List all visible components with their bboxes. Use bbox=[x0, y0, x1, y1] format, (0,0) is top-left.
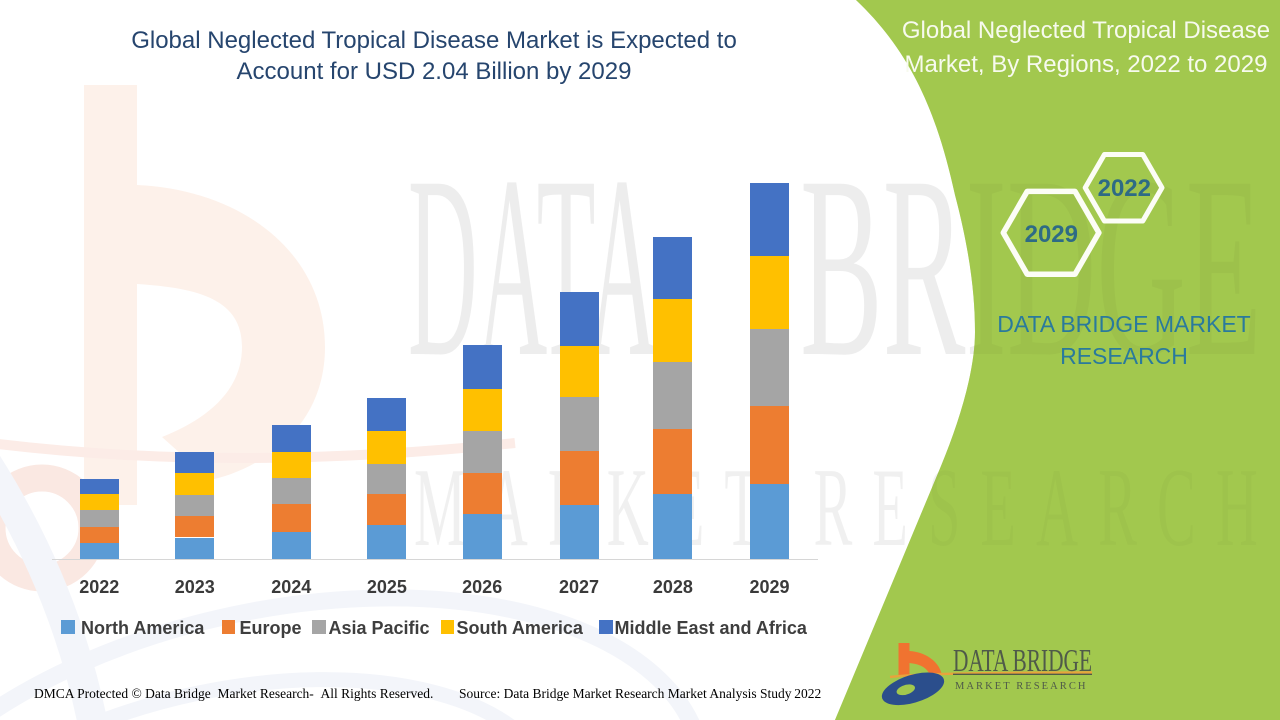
svg-text:2029: 2029 bbox=[1025, 221, 1078, 248]
svg-text:MARKET RESEARCH: MARKET RESEARCH bbox=[955, 681, 1090, 692]
svg-text:2022: 2022 bbox=[1098, 175, 1151, 202]
svg-text:DATA BRIDGE: DATA BRIDGE bbox=[953, 642, 1092, 678]
